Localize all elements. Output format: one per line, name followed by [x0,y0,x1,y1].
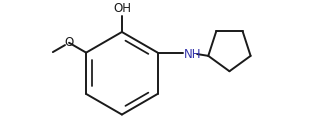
Text: NH: NH [184,48,201,61]
Text: O: O [64,36,74,49]
Text: OH: OH [113,2,131,15]
